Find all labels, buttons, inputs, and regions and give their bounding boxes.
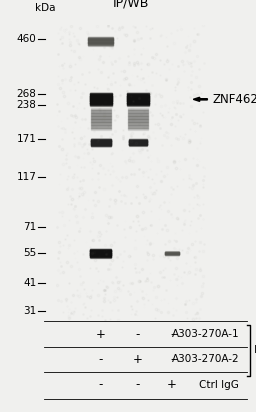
Text: A303-270A-2: A303-270A-2 xyxy=(172,354,239,365)
Text: -: - xyxy=(99,353,103,366)
Text: 31: 31 xyxy=(23,306,37,316)
Text: 268: 268 xyxy=(17,89,37,98)
Text: 460: 460 xyxy=(17,34,37,44)
Text: IP/WB: IP/WB xyxy=(112,0,149,10)
Text: +: + xyxy=(96,328,106,341)
Text: -: - xyxy=(136,378,140,391)
Text: +: + xyxy=(133,353,143,366)
Text: 41: 41 xyxy=(23,278,37,288)
Text: -: - xyxy=(136,328,140,341)
Text: kDa: kDa xyxy=(35,3,55,13)
Text: -: - xyxy=(170,353,174,366)
Text: -: - xyxy=(170,328,174,341)
Text: A303-270A-1: A303-270A-1 xyxy=(172,329,239,339)
Text: 55: 55 xyxy=(23,248,37,258)
Text: 238: 238 xyxy=(17,101,37,110)
Text: -: - xyxy=(99,378,103,391)
Text: IP: IP xyxy=(254,345,256,356)
Text: ZNF462: ZNF462 xyxy=(212,93,256,106)
Text: +: + xyxy=(167,378,177,391)
Text: 171: 171 xyxy=(17,134,37,144)
Text: 117: 117 xyxy=(17,172,37,182)
Text: Ctrl IgG: Ctrl IgG xyxy=(199,380,239,390)
Text: 71: 71 xyxy=(23,222,37,232)
